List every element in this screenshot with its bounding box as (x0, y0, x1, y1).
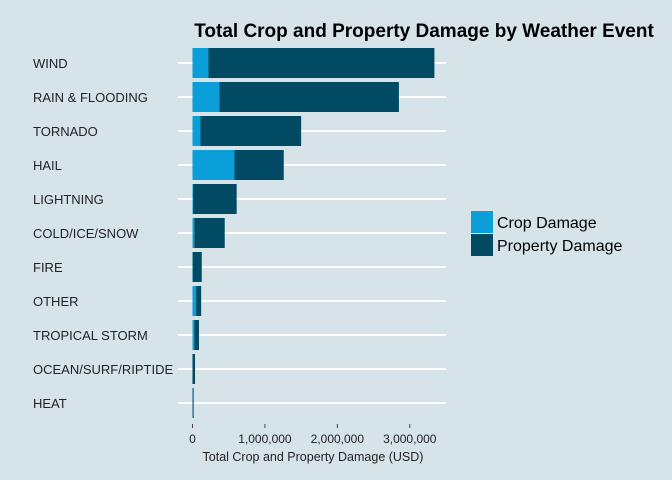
bar-layer (192, 48, 435, 418)
legend-label-crop-damage: Crop Damage (497, 215, 597, 232)
bar-ocean-surf-riptide-property-damage (192, 354, 196, 384)
x-tick-label: 0 (189, 432, 196, 446)
category-label-wind: WIND (33, 56, 68, 71)
category-label-fire: FIRE (33, 260, 63, 275)
x-tick-label: 1,000,000 (238, 432, 292, 446)
x-axis-ticks: 0 1,000,000 2,000,000 3,000,000 (189, 424, 437, 446)
chart-title: Total Crop and Property Damage by Weathe… (194, 21, 654, 42)
bar-other-property-damage (196, 286, 202, 316)
category-label-heat: HEAT (33, 396, 67, 411)
category-label-tornado: TORNADO (33, 124, 98, 139)
category-label-hail: HAIL (33, 158, 62, 173)
bar-lightning-property-damage (193, 184, 237, 214)
legend-swatch-crop-damage (471, 211, 493, 233)
category-label-tropical-storm: TROPICAL STORM (33, 328, 148, 343)
legend-label-property-damage: Property Damage (497, 238, 622, 255)
category-label-rain-flooding: RAIN & FLOODING (33, 90, 148, 105)
bar-wind-crop-damage (192, 48, 209, 78)
bar-rain-flooding-crop-damage (192, 82, 220, 112)
bar-cold-ice-snow-crop-damage (192, 218, 195, 248)
category-labels: WIND RAIN & FLOODING TORNADO HAIL LIGHTNING C… (33, 56, 173, 411)
bar-wind-property-damage (208, 48, 435, 78)
bar-hail-crop-damage (192, 150, 235, 180)
category-label-lightning: LIGHTNING (33, 192, 104, 207)
bar-hail-property-damage (234, 150, 284, 180)
bar-tornado-crop-damage (192, 116, 201, 146)
bar-rain-flooding-property-damage (219, 82, 399, 112)
legend-swatch-property-damage (471, 234, 493, 256)
x-tick-label: 2,000,000 (311, 432, 365, 446)
bar-fire-property-damage (192, 252, 202, 282)
bar-other-crop-damage (192, 286, 197, 316)
category-label-cold-ice-snow: COLD/ICE/SNOW (33, 226, 139, 241)
bar-tropical-storm-crop-damage (192, 320, 195, 350)
category-label-ocean-surf-riptide: OCEAN/SURF/RIPTIDE (33, 362, 173, 377)
bar-cold-ice-snow-property-damage (194, 218, 225, 248)
x-axis-title: Total Crop and Property Damage (USD) (203, 450, 424, 464)
legend: Crop Damage Property Damage (471, 211, 622, 256)
category-label-other: OTHER (33, 294, 79, 309)
bar-tropical-storm-property-damage (194, 320, 200, 350)
bar-heat-property-damage (192, 388, 194, 418)
bar-lightning-crop-damage (192, 184, 194, 214)
x-tick-label: 3,000,000 (383, 432, 437, 446)
bar-tornado-property-damage (200, 116, 302, 146)
